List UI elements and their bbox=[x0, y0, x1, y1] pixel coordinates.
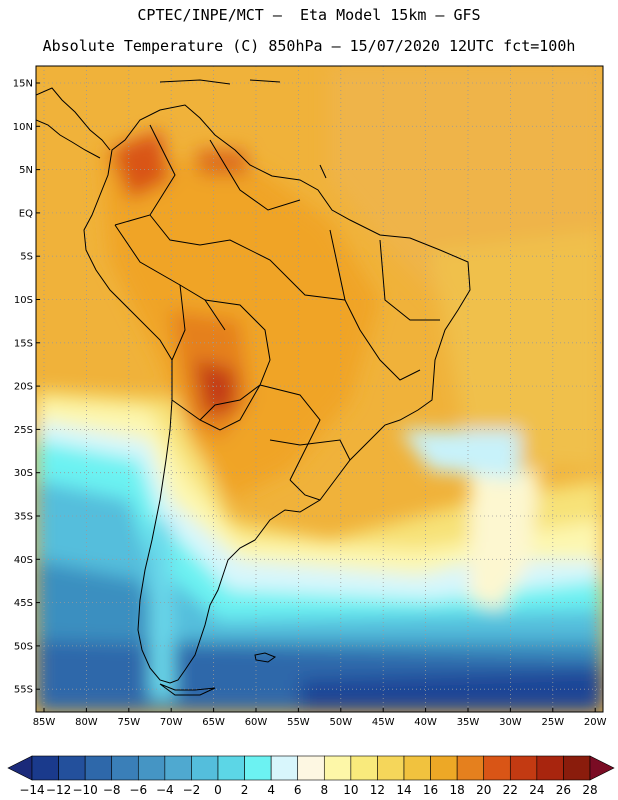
lon-label: 30W bbox=[499, 717, 522, 728]
lat-label: 15S bbox=[14, 338, 33, 349]
colorbar-label: −10 bbox=[72, 783, 97, 797]
lat-label: 20S bbox=[14, 382, 33, 393]
colorbar-label: 20 bbox=[476, 783, 491, 797]
colorbar-swatch bbox=[217, 755, 245, 781]
colorbar-swatch bbox=[31, 755, 59, 781]
colorbar-swatch bbox=[403, 755, 431, 781]
colorbar-swatch bbox=[58, 755, 86, 781]
colorbar-swatch bbox=[84, 755, 113, 781]
colorbar-label: 12 bbox=[370, 783, 385, 797]
colorbar-label: 28 bbox=[582, 783, 597, 797]
longitude-labels: 85W 80W 75W 70W 65W 60W 55W 50W 45W 40W 35W 30W 25W 2… bbox=[33, 708, 607, 728]
map-title: CPTEC/INPE/MCT – Eta Model 15km – GFS bbox=[137, 6, 481, 24]
colorbar-label: 24 bbox=[529, 783, 544, 797]
colorbar-swatch bbox=[297, 755, 325, 781]
colorbar-swatch bbox=[191, 755, 219, 781]
colorbar-swatch bbox=[536, 755, 564, 781]
colorbar-label: −12 bbox=[46, 783, 71, 797]
colorbar-label: 10 bbox=[343, 783, 358, 797]
colorbar-label: 18 bbox=[450, 783, 465, 797]
lon-label: 85W bbox=[33, 717, 56, 728]
colorbar-label: 14 bbox=[396, 783, 411, 797]
latitude-labels: 15N 10N 5N EQ 5S 10S 15S 20S 25S 30S 35S 40S 45S 50S 5… bbox=[13, 79, 40, 696]
colorbar-swatch bbox=[137, 755, 166, 781]
colorbar-swatch bbox=[244, 755, 272, 781]
colorbar-swatch bbox=[164, 755, 192, 781]
lat-label: EQ bbox=[19, 208, 33, 219]
colorbar-label: 2 bbox=[241, 783, 249, 797]
lat-label: 30S bbox=[14, 468, 33, 479]
lat-label: 5S bbox=[20, 252, 33, 263]
colorbar-labels: −14 −12 −10 −8 −6 −4 −2 0 2 4 6 8 10 12 14 16 18 20 22 24 26… bbox=[19, 783, 597, 797]
colorbar-label: 4 bbox=[267, 783, 275, 797]
colorbar-label: −2 bbox=[183, 783, 201, 797]
colorbar-swatch bbox=[377, 755, 405, 781]
colorbar-label: 6 bbox=[294, 783, 302, 797]
lat-label: 35S bbox=[14, 512, 33, 523]
coastline-borders bbox=[36, 79, 471, 696]
lat-label: 45S bbox=[14, 598, 33, 609]
lat-label: 25S bbox=[14, 425, 33, 436]
colorbar-swatch bbox=[323, 755, 352, 781]
colorbar-under-arrow bbox=[7, 755, 33, 781]
lon-label: 70W bbox=[160, 717, 183, 728]
colorbar-swatch bbox=[111, 755, 139, 781]
lon-label: 80W bbox=[75, 717, 98, 728]
colorbar-swatch bbox=[456, 755, 485, 781]
lat-label: 15N bbox=[13, 79, 33, 90]
lon-label: 55W bbox=[287, 717, 310, 728]
map-frame bbox=[35, 65, 604, 713]
temperature-field bbox=[36, 66, 603, 712]
lon-label: 75W bbox=[117, 717, 140, 728]
lat-label: 50S bbox=[14, 641, 33, 652]
map-subtitle: Absolute Temperature (C) 850hPa – 15/07/… bbox=[42, 37, 576, 55]
colorbar-swatch bbox=[483, 755, 511, 781]
lat-label: 10S bbox=[14, 295, 33, 306]
lon-label: 25W bbox=[541, 717, 564, 728]
colorbar-swatch bbox=[563, 755, 591, 781]
colorbar-label: 16 bbox=[423, 783, 438, 797]
colorbar-swatch bbox=[430, 755, 458, 781]
lat-label: 5N bbox=[19, 165, 33, 176]
colorbar-swatch bbox=[509, 755, 538, 781]
colorbar bbox=[7, 755, 615, 781]
colorbar-label: 0 bbox=[214, 783, 222, 797]
lon-label: 35W bbox=[457, 717, 480, 728]
lat-lon-grid bbox=[36, 66, 603, 712]
lat-label: 55S bbox=[14, 685, 33, 696]
lon-label: 45W bbox=[372, 717, 395, 728]
lon-label: 60W bbox=[245, 717, 268, 728]
colorbar-swatch bbox=[350, 755, 378, 781]
colorbar-label: 8 bbox=[320, 783, 328, 797]
lat-label: 10N bbox=[13, 122, 33, 133]
colorbar-label: −4 bbox=[156, 783, 174, 797]
colorbar-label: −14 bbox=[19, 783, 44, 797]
lon-label: 20W bbox=[584, 717, 607, 728]
colorbar-label: 22 bbox=[503, 783, 518, 797]
colorbar-swatch bbox=[270, 755, 299, 781]
colorbar-label: −6 bbox=[129, 783, 147, 797]
colorbar-label: −8 bbox=[103, 783, 121, 797]
lon-label: 50W bbox=[329, 717, 352, 728]
lat-label: 40S bbox=[14, 555, 33, 566]
lon-label: 40W bbox=[414, 717, 437, 728]
lon-label: 65W bbox=[202, 717, 225, 728]
colorbar-label: 26 bbox=[556, 783, 571, 797]
colorbar-over-arrow bbox=[589, 755, 615, 781]
